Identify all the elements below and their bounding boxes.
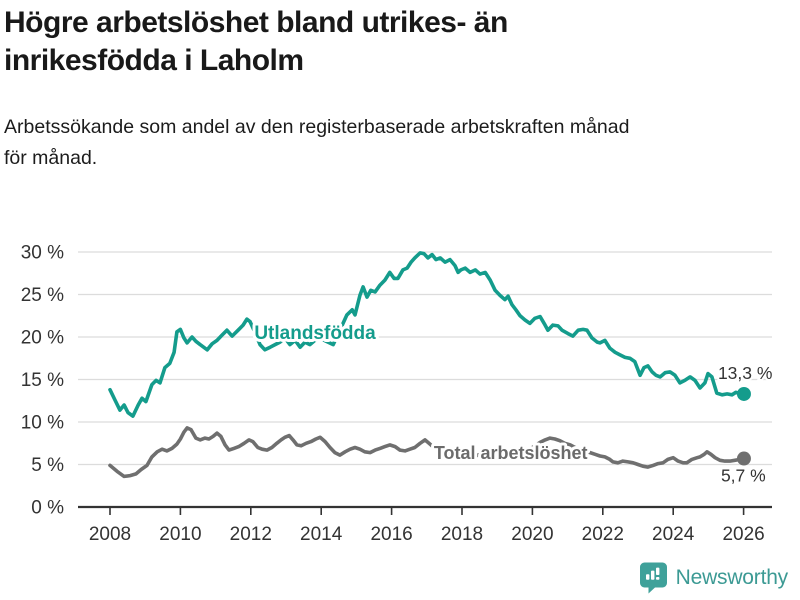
newsworthy-logo-icon	[639, 562, 667, 594]
x-tick-label-2012: 2012	[230, 524, 272, 545]
x-tick-label-2024: 2024	[652, 524, 695, 545]
x-tick-label-2026: 2026	[722, 524, 764, 545]
y-tick-label-15: 15 %	[21, 370, 64, 391]
page-title-line-2: inrikesfödda i Laholm	[4, 44, 304, 77]
series-end-label-0: 13,3 %	[718, 363, 772, 383]
x-tick-label-2022: 2022	[582, 524, 624, 545]
y-tick-label-25: 25 %	[21, 285, 64, 306]
x-tick-label-2014: 2014	[300, 524, 343, 545]
bar-tall	[650, 570, 655, 580]
bar-short	[645, 574, 650, 580]
x-tick-label-2008: 2008	[89, 524, 131, 545]
series-line-1	[108, 426, 746, 479]
subtitle-line-2: för månad.	[4, 147, 98, 169]
series-line-0	[108, 251, 746, 418]
x-tick-label-2016: 2016	[370, 524, 412, 545]
page-title-line-1: Högre arbetslöshet bland utrikes- än	[4, 6, 508, 39]
y-tick-label-20: 20 %	[21, 328, 64, 349]
y-tick-label-5: 5 %	[31, 455, 64, 476]
series-end-dot-1	[736, 451, 751, 466]
subtitle-line-1: Arbetssökande som andel av den registerb…	[4, 116, 630, 138]
y-tick-label-10: 10 %	[21, 413, 64, 434]
series-end-dot-0	[736, 386, 751, 401]
series-end-label-1: 5,7 %	[721, 466, 766, 486]
x-tick-label-2010: 2010	[159, 524, 201, 545]
exclamation-stem	[655, 567, 660, 575]
series-inline-label-1: Total arbetslöshet	[434, 443, 588, 463]
brand-footer: Newsworthy	[639, 561, 788, 594]
y-tick-label-30: 30 %	[21, 243, 64, 264]
y-tick-label-0: 0 %	[31, 498, 64, 519]
brand-name: Newsworthy	[675, 565, 789, 589]
chart-subtitle: Arbetssökande som andel av den registerb…	[4, 112, 784, 174]
x-tick-label-2020: 2020	[511, 524, 553, 545]
x-tick-label-2018: 2018	[441, 524, 483, 545]
series-inline-label-0: Utlandsfödda	[254, 323, 376, 344]
chart-header: Högre arbetslöshet bland utrikes- än inr…	[4, 4, 784, 174]
exclamation-dot	[655, 577, 660, 580]
